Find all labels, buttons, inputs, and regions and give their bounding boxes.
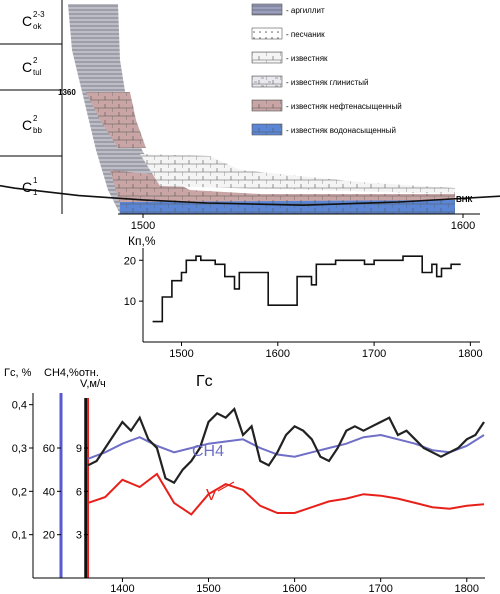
legend-swatch-pattern: [252, 76, 282, 87]
strat-unit-sub: tul: [33, 68, 42, 77]
strat-unit-main: C: [22, 59, 32, 75]
strat-unit-sub: 1: [33, 188, 38, 197]
legend-item: - известняк водонасыщенный: [251, 123, 396, 136]
strat-unit-label: C 1 1: [22, 176, 38, 197]
ch4-axis-label: CH4,%отн.: [44, 367, 99, 379]
legend-swatch-pattern: [252, 100, 282, 111]
legend-item: - известняк: [251, 51, 328, 64]
strat-unit-label: C 2-3 ok: [22, 10, 45, 31]
v-annotation-leader: [217, 481, 235, 492]
v-annotation: V: [206, 487, 217, 504]
gas-y-tick-label: 60: [43, 443, 55, 455]
strat-unit-sub: bb: [33, 126, 42, 135]
gas-y-tick-label: 40: [43, 486, 55, 498]
porosity-panel: Кп,% 10 20 1500 1600 1700 1800: [124, 234, 483, 360]
legend-swatch-pattern: [252, 28, 282, 39]
mark-1360: 1360: [58, 88, 76, 97]
porosity-x-tick-label: 1500: [169, 348, 193, 360]
gas-x-tick-label: 1800: [455, 583, 479, 594]
legend-item: - песчаник: [251, 27, 325, 40]
legend-label: - известняк глинистый: [286, 78, 368, 87]
gas-y-tick-label: 0,1: [12, 530, 27, 542]
gas-y-tick-label: 0,4: [12, 400, 27, 412]
gas-y-tick-label: 0,2: [12, 486, 27, 498]
top-x-tick-label: 1500: [131, 220, 155, 232]
ch4-annotation: CH4: [192, 443, 224, 460]
lithology-legend: - аргиллит - песчаник - известняк - известн…: [251, 3, 402, 136]
strat-unit-main: C: [22, 179, 32, 195]
gas-x-tick-label: 1500: [196, 583, 220, 594]
v-series-line: [87, 472, 485, 516]
gas-y-tick-label: 3: [76, 530, 82, 542]
strat-unit-sup: 2: [33, 56, 38, 65]
legend-label: - известняк нефтенасыщенный: [286, 102, 402, 111]
strat-unit-sup: 2-3: [33, 10, 45, 19]
gas-y-tick-label: 9: [76, 443, 82, 455]
legend-label: - песчаник: [286, 30, 325, 39]
vnk-label: ВНК: [456, 195, 473, 204]
porosity-x-tick-label: 1600: [266, 348, 290, 360]
porosity-series-line: [152, 255, 461, 323]
gs-annotation: Гс: [196, 373, 213, 390]
strat-unit-sup: 2: [33, 114, 38, 123]
gas-x-tick-label: 1600: [282, 583, 306, 594]
legend-label: - аргиллит: [286, 6, 325, 15]
strat-unit-label: C 2 tul: [22, 56, 42, 77]
legend-swatch-pattern: [252, 124, 282, 135]
porosity-x-tick-label: 1700: [362, 348, 386, 360]
gs-series-line: [87, 406, 485, 485]
porosity-x-tick-label: 1800: [458, 348, 482, 360]
porosity-y-tick-label: 20: [124, 255, 136, 267]
gas-y-tick-label: 0,3: [12, 443, 27, 455]
porosity-axis-label: Кп,%: [128, 234, 156, 248]
well-trajectory-line: [0, 184, 500, 207]
legend-item: - аргиллит: [251, 3, 325, 16]
gas-x-tick-label: 1400: [110, 583, 134, 594]
gas-panel: Гс, % CH4,%отн. V,м/ч 0,1 0,2 0,3 0,4 20 40 60…: [4, 367, 485, 594]
top-x-tick-label: 1600: [451, 220, 475, 232]
gs-axis-label: Гс, %: [4, 367, 32, 379]
strat-unit-sub: ok: [33, 22, 42, 31]
legend-item: - известняк нефтенасыщенный: [251, 99, 402, 112]
legend-swatch-pattern: [252, 52, 282, 63]
gas-x-tick-label: 1700: [368, 583, 392, 594]
strat-unit-main: C: [22, 13, 32, 29]
legend-swatch-pattern: [252, 4, 282, 15]
strat-unit-main: C: [22, 117, 32, 133]
gas-y-tick-label: 20: [43, 530, 55, 542]
v-axis-label: V,м/ч: [80, 378, 106, 390]
strat-unit-sup: 1: [33, 176, 38, 185]
legend-item: - известняк глинистый: [251, 75, 368, 88]
porosity-y-tick-label: 10: [124, 296, 136, 308]
gas-y-tick-label: 6: [76, 486, 82, 498]
legend-label: - известняк водонасыщенный: [286, 126, 396, 135]
strat-unit-label: C 2 bb: [22, 114, 42, 135]
legend-label: - известняк: [286, 54, 328, 63]
